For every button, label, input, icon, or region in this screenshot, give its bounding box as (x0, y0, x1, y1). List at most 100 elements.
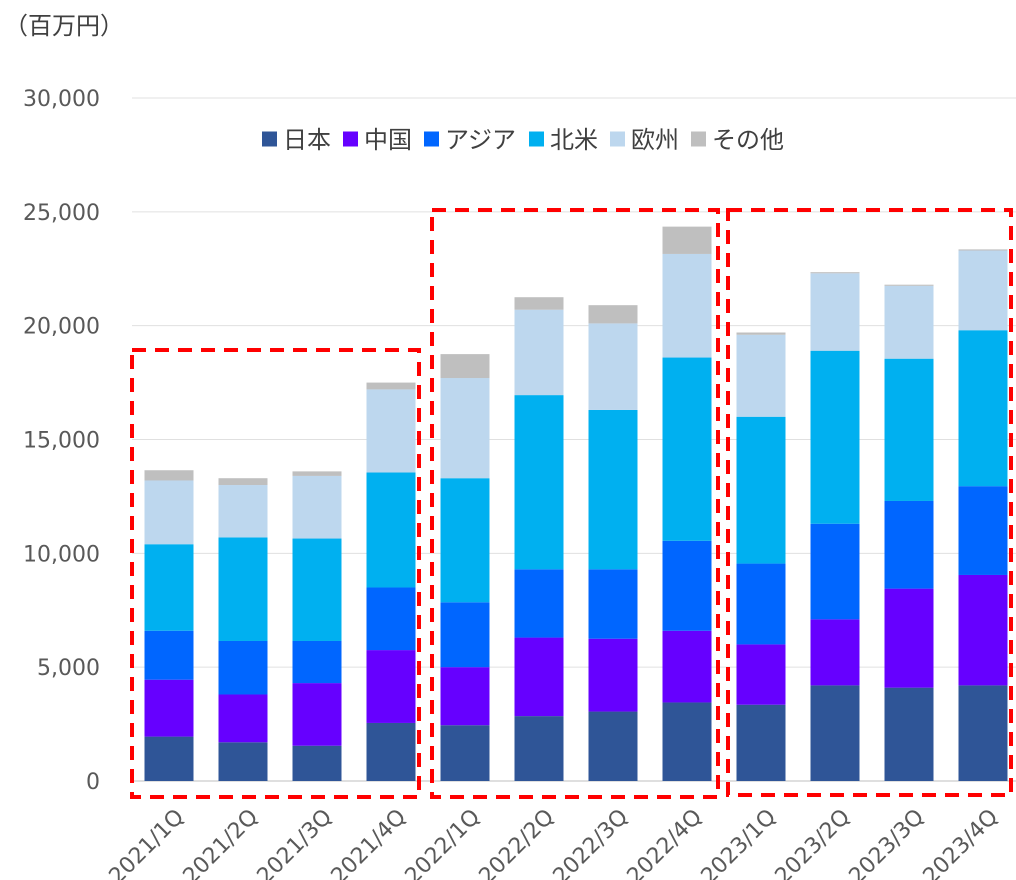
bar-segment (440, 354, 490, 379)
legend-swatch (529, 131, 544, 147)
bar-segment (736, 332, 786, 335)
bar-segment (366, 587, 416, 651)
legend-swatch (262, 131, 277, 147)
legend-swatch (424, 131, 439, 147)
bars (144, 226, 1008, 781)
bar-segment (218, 485, 268, 538)
bar-segment (366, 722, 416, 781)
bar-segment (366, 472, 416, 588)
bar-segment (736, 644, 786, 705)
y-tick-label: 25,000 (23, 201, 100, 226)
bar-segment (588, 409, 638, 570)
x-tick-label: 2023/2Q (771, 805, 856, 880)
bar-segment (366, 650, 416, 723)
bar-segment (144, 630, 194, 680)
x-tick-label: 2023/3Q (845, 805, 930, 880)
bar-segment (514, 637, 564, 717)
bar-segment (440, 378, 490, 479)
bar-segment (958, 486, 1008, 575)
bar-segment (366, 389, 416, 473)
highlight-box (130, 348, 421, 799)
bar-segment (810, 273, 860, 351)
bar-segment (736, 704, 786, 781)
bar-segment (662, 540, 712, 631)
bar-segment (218, 640, 268, 695)
x-tick-label: 2021/1Q (105, 805, 190, 880)
legend-swatch (343, 131, 358, 147)
bar-segment (588, 569, 638, 639)
bar-segment (218, 742, 268, 781)
bar-segment (958, 330, 1008, 487)
highlight-box (430, 208, 720, 799)
bar-segment (810, 272, 860, 274)
x-axis: 2021/1Q2021/2Q2021/3Q2021/4Q2022/1Q2022/… (105, 805, 1004, 880)
bar-segment (514, 569, 564, 638)
bar-segment (588, 711, 638, 781)
bar-segment (144, 470, 194, 481)
bar-segment (440, 602, 490, 668)
bar-segment (736, 416, 786, 564)
bar-segment (958, 685, 1008, 781)
bar-segment (144, 736, 194, 781)
x-tick-label: 2021/4Q (327, 805, 412, 880)
bar-segment (736, 334, 786, 417)
unit-label: （百万円） (4, 12, 124, 40)
bar-segment (662, 357, 712, 541)
bar-segment (292, 640, 342, 684)
x-tick-label: 2023/1Q (697, 805, 782, 880)
y-tick-label: 5,000 (37, 656, 100, 681)
y-tick-label: 0 (86, 770, 100, 795)
y-tick-label: 30,000 (23, 87, 100, 112)
y-axis: 0 5,000 10,000 15,000 20,000 25,000 30,000 (23, 87, 100, 795)
bar-segment (662, 702, 712, 781)
bar-segment (514, 395, 564, 570)
bar-segment (292, 745, 342, 781)
legend-label: 日本 (283, 126, 331, 154)
bar-segment (292, 471, 342, 476)
bar-segment (144, 679, 194, 737)
bar-segment (810, 685, 860, 781)
bar-segment (588, 305, 638, 324)
bar-segment (884, 284, 934, 286)
bar-segment (958, 250, 1008, 331)
bar-segment (588, 323, 638, 410)
legend-label: 欧州 (631, 126, 679, 154)
bar-segment (218, 478, 268, 486)
bar-segment (440, 667, 490, 726)
y-tick-label: 15,000 (23, 429, 100, 454)
bar-segment (736, 563, 786, 645)
bar-segment (514, 309, 564, 396)
legend-label: 中国 (364, 126, 412, 154)
bar-segment (514, 716, 564, 781)
bar-segment (440, 478, 490, 603)
x-tick-label: 2023/4Q (919, 805, 1004, 880)
x-tick-label: 2022/4Q (623, 805, 708, 880)
bar-segment (514, 297, 564, 310)
bar-segment (292, 538, 342, 641)
x-tick-label: 2022/2Q (475, 805, 560, 880)
bar-segment (366, 382, 416, 390)
x-tick-label: 2022/1Q (401, 805, 486, 880)
bar-segment (958, 574, 1008, 686)
bar-segment (292, 475, 342, 539)
legend-swatch (610, 131, 625, 147)
highlight-box (726, 208, 1013, 797)
bar-segment (958, 249, 1008, 251)
bar-segment (144, 544, 194, 631)
legend: 日本 中国 アジア 北米 欧州 その他 (262, 126, 784, 154)
bar-segment (884, 687, 934, 781)
bar-segment (440, 725, 490, 781)
bar-segment (810, 619, 860, 686)
x-tick-label: 2021/2Q (179, 805, 264, 880)
bar-segment (292, 683, 342, 746)
y-tick-label: 20,000 (23, 315, 100, 340)
bar-segment (218, 537, 268, 641)
x-tick-label: 2021/3Q (253, 805, 338, 880)
y-tick-label: 10,000 (23, 542, 100, 567)
x-tick-label: 2022/3Q (549, 805, 634, 880)
legend-swatch (691, 131, 706, 147)
legend-label: アジア (445, 126, 516, 154)
bar-segment (884, 285, 934, 359)
bar-segment (884, 500, 934, 589)
